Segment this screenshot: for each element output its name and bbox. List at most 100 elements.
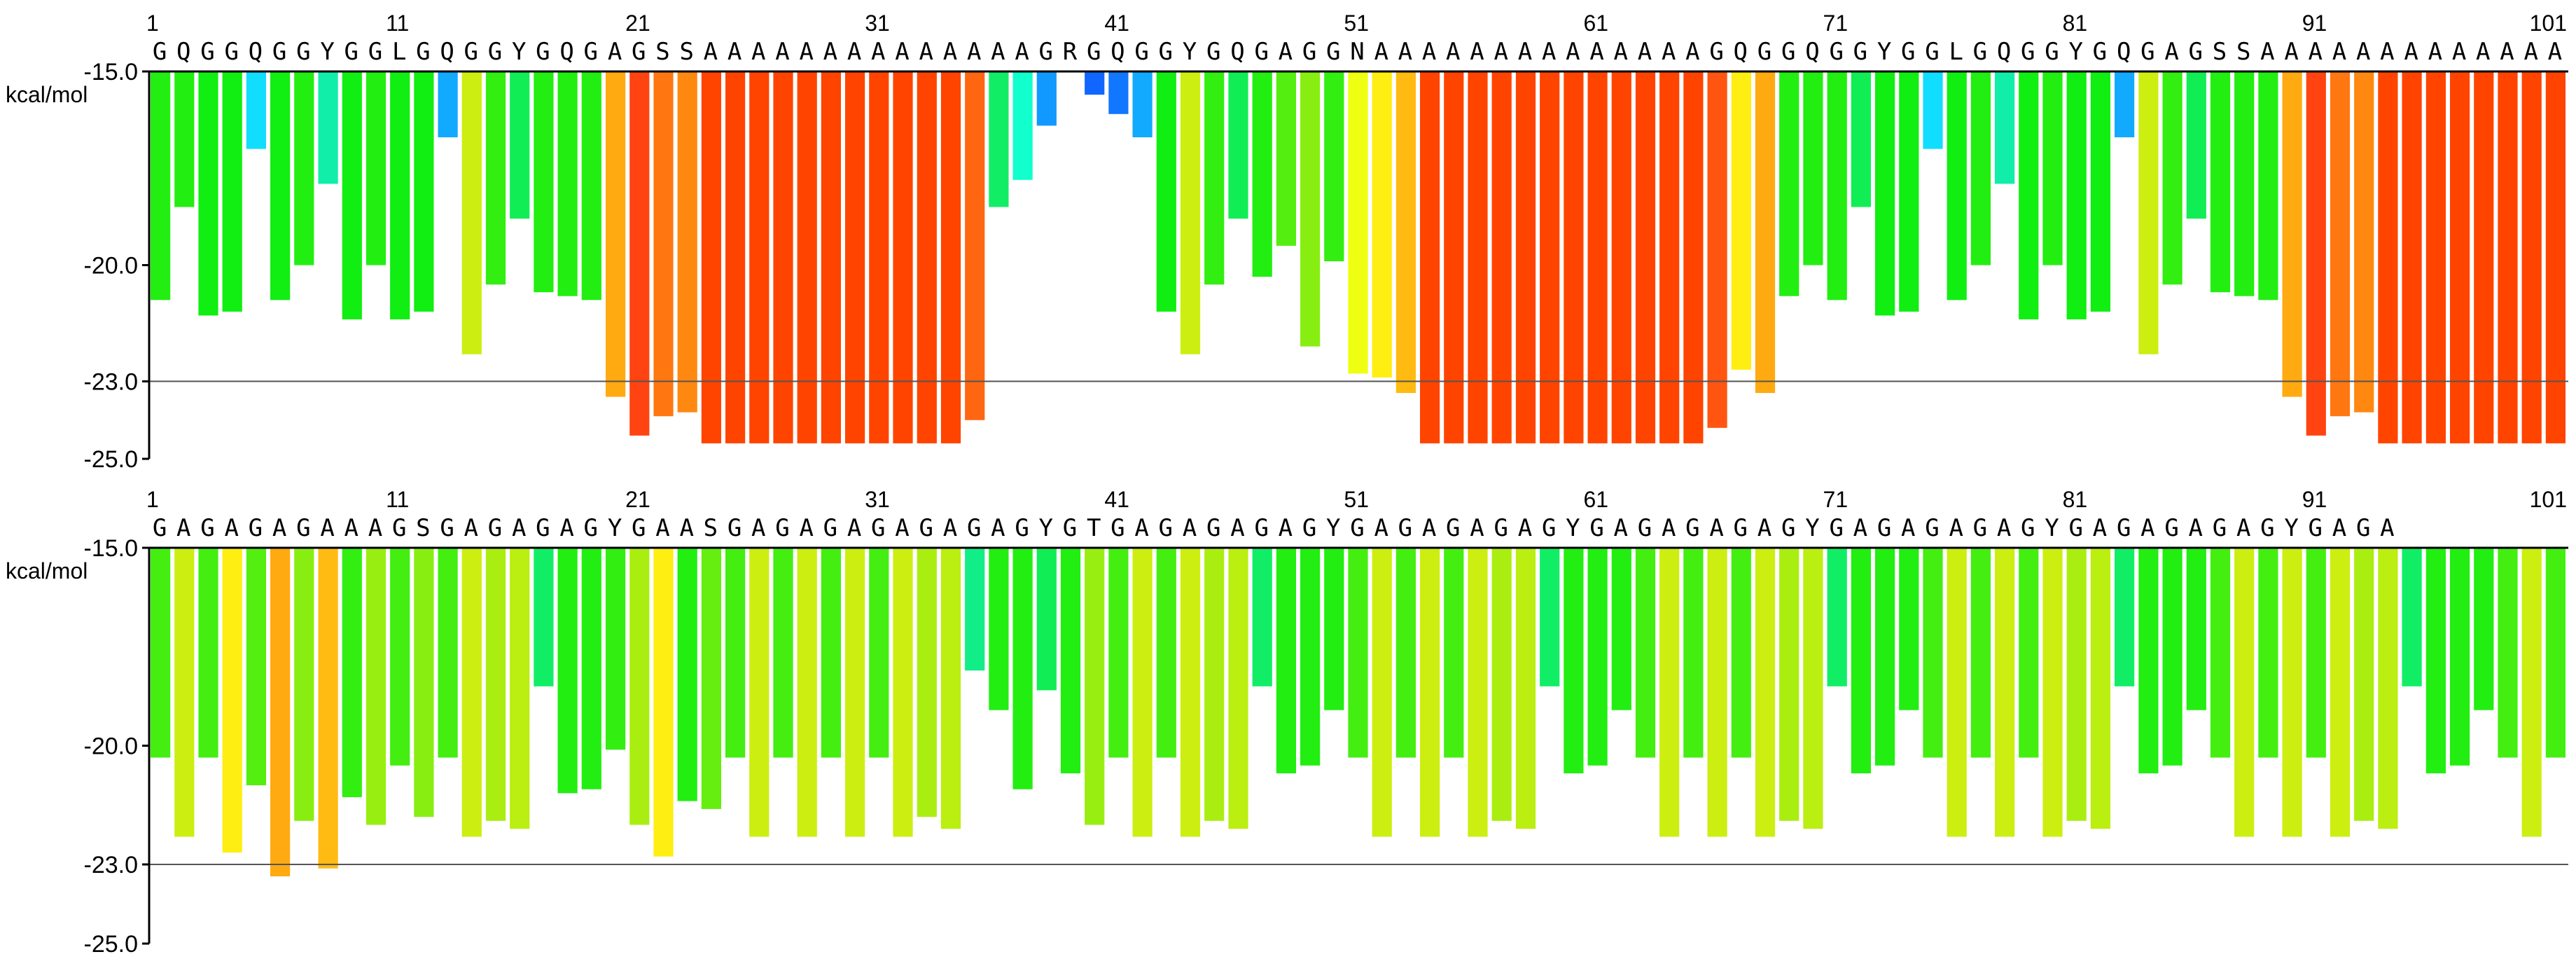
bar-1-46 (1228, 71, 1248, 219)
bar-2-50 (1324, 548, 1344, 710)
residue-1-13: Q (440, 38, 454, 66)
residue-2-75: G (1925, 514, 1939, 542)
bar-1-14 (461, 71, 482, 354)
residue-2-35: G (967, 514, 981, 542)
residue-2-20: Y (608, 514, 622, 542)
residue-2-13: G (440, 514, 454, 542)
residue-1-92: A (2332, 38, 2346, 66)
bar-1-48 (1276, 71, 1296, 246)
residue-1-9: G (344, 38, 358, 66)
residue-2-23: A (679, 514, 693, 542)
bar-2-54 (1420, 548, 1440, 837)
bar-2-10 (365, 548, 387, 825)
bar-1-12 (414, 71, 434, 312)
residue-2-61: G (1589, 514, 1603, 542)
y-tick-label-1-1: -20.0 (84, 253, 139, 280)
bar-1-27 (773, 71, 793, 443)
residue-1-8: Y (320, 38, 334, 66)
residue-2-52: A (1374, 514, 1388, 542)
bar-2-68 (1755, 548, 1776, 837)
residue-1-62: A (1614, 38, 1628, 66)
residue-2-26: A (751, 514, 765, 542)
residue-2-90: Y (2284, 514, 2298, 542)
residue-1-53: A (1398, 38, 1412, 66)
residue-2-89: G (2260, 514, 2274, 542)
residue-2-65: G (1685, 514, 1699, 542)
residue-2-7: G (296, 514, 310, 542)
bar-2-69 (1779, 548, 1799, 821)
residue-1-10: G (368, 38, 382, 66)
residue-1-52: A (1374, 38, 1388, 66)
bar-1-95 (2402, 71, 2422, 443)
residue-1-95: A (2404, 38, 2418, 66)
residue-1-33: A (919, 38, 933, 66)
bar-2-11 (390, 548, 410, 766)
residue-1-85: A (2164, 38, 2178, 66)
bar-1-99 (2498, 71, 2518, 443)
bar-1-16 (510, 71, 530, 219)
residue-2-18: A (559, 514, 573, 542)
bar-2-71 (1827, 548, 1847, 686)
residue-2-56: A (1470, 514, 1484, 542)
residue-2-34: A (943, 514, 957, 542)
bar-1-76 (1947, 71, 1967, 301)
residue-2-29: G (823, 514, 837, 542)
bar-1-2 (174, 71, 195, 207)
position-label-2-91: 91 (2302, 487, 2327, 512)
residue-2-49: G (1302, 514, 1316, 542)
bar-2-56 (1468, 548, 1488, 837)
bar-1-41 (1108, 71, 1129, 114)
bar-1-93 (2354, 71, 2374, 413)
residue-1-32: A (895, 38, 909, 66)
bar-2-40 (1085, 548, 1105, 825)
residue-1-5: Q (249, 38, 263, 66)
residue-1-35: A (967, 38, 981, 66)
y-tick-label-2-2: -23.0 (84, 852, 139, 878)
bar-1-29 (821, 71, 841, 443)
bar-1-64 (1659, 71, 1680, 443)
bar-1-98 (2474, 71, 2494, 443)
residue-1-29: A (823, 38, 837, 66)
residue-2-12: S (416, 514, 430, 542)
bar-1-19 (581, 71, 601, 301)
residue-2-28: A (799, 514, 813, 542)
bar-1-81 (2066, 71, 2087, 319)
bar-2-100 (2521, 548, 2542, 837)
residue-1-50: G (1326, 38, 1340, 66)
residue-1-30: A (847, 38, 861, 66)
bar-1-55 (1444, 71, 1464, 443)
residue-1-100: A (2523, 38, 2537, 66)
residue-2-86: A (2189, 514, 2203, 542)
bar-1-9 (342, 71, 362, 319)
residue-2-25: G (727, 514, 742, 542)
bar-1-44 (1180, 71, 1201, 354)
bar-1-91 (2306, 71, 2326, 436)
bar-2-4 (222, 548, 242, 853)
bar-1-80 (2042, 71, 2063, 265)
bar-1-13 (438, 71, 458, 137)
residue-2-91: G (2309, 514, 2323, 542)
bar-2-41 (1108, 548, 1129, 758)
residue-2-55: G (1446, 514, 1460, 542)
residue-2-73: G (1877, 514, 1891, 542)
residue-1-26: A (751, 38, 765, 66)
bar-1-100 (2521, 71, 2542, 443)
bar-2-82 (2090, 548, 2110, 829)
bar-1-8 (318, 71, 338, 184)
residue-1-37: A (1015, 38, 1029, 66)
residue-2-74: A (1901, 514, 1915, 542)
residue-2-85: G (2164, 514, 2178, 542)
bar-2-83 (2115, 548, 2135, 686)
bar-2-45 (1204, 548, 1225, 821)
residue-1-64: A (1662, 38, 1676, 66)
bar-1-96 (2425, 71, 2446, 443)
bar-2-74 (1899, 548, 1919, 710)
residue-2-44: A (1183, 514, 1197, 542)
bar-1-26 (749, 71, 770, 443)
residue-1-65: A (1685, 38, 1699, 66)
position-label-2-1: 1 (146, 487, 159, 512)
position-label-2-31: 31 (865, 487, 890, 512)
residue-1-91: A (2309, 38, 2323, 66)
residue-2-5: G (249, 514, 263, 542)
residue-1-21: G (632, 38, 646, 66)
